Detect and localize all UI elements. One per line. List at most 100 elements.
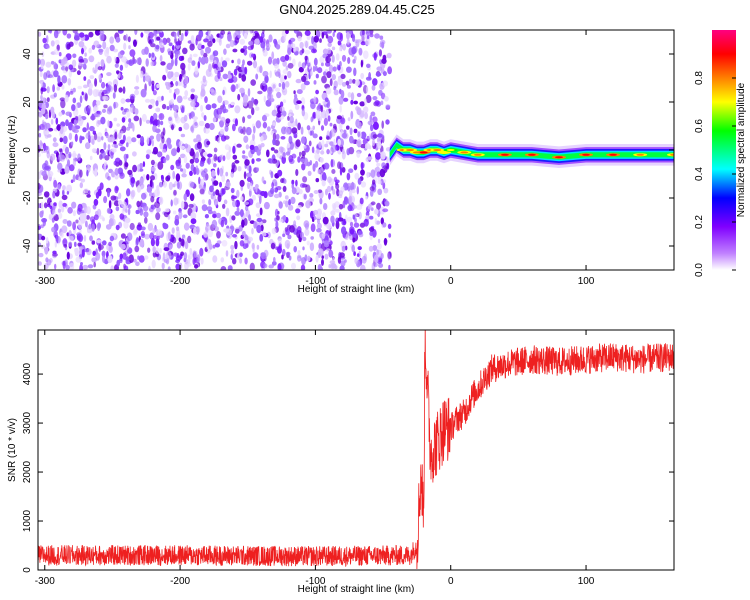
heatmap-noise-cell — [91, 223, 95, 232]
heatmap-noise-cell — [68, 151, 72, 159]
heatmap-noise-cell — [351, 46, 357, 55]
heatmap-noise-cell — [329, 263, 336, 270]
heatmap-noise-cell — [232, 123, 236, 132]
heatmap-noise-cell — [376, 202, 382, 210]
heatmap-noise-cell — [377, 141, 382, 150]
heatmap-noise-cell — [360, 59, 364, 68]
heatmap-noise-cell — [313, 57, 318, 66]
heatmap-noise-cell — [62, 56, 68, 64]
heatmap-noise-cell — [309, 130, 313, 136]
heatmap-noise-cell — [52, 205, 56, 211]
heatmap-noise-cell — [95, 100, 101, 106]
heatmap-noise-cell — [203, 38, 209, 43]
heatmap-noise-cell — [224, 218, 228, 226]
heatmap-noise-cell — [234, 159, 240, 164]
heatmap-noise-cell — [161, 148, 167, 153]
heatmap-noise-cell — [220, 135, 227, 142]
heatmap-noise-cell — [247, 100, 254, 109]
heatmap-noise-cell — [200, 50, 205, 56]
heatmap-noise-cell — [64, 166, 70, 174]
heatmap-noise-cell — [73, 119, 77, 126]
heatmap-noise-cell — [150, 43, 156, 48]
heatmap-noise-cell — [205, 46, 211, 54]
heatmap-noise-cell — [96, 239, 102, 244]
heatmap-noise-cell — [43, 202, 48, 209]
heatmap-noise-cell — [145, 75, 152, 82]
heatmap-noise-cell — [175, 41, 180, 46]
spectrogram-x-tick-label: 0 — [448, 276, 454, 287]
heatmap-noise-cell — [61, 75, 68, 84]
heatmap-noise-cell — [380, 253, 384, 260]
heatmap-noise-cell — [166, 62, 173, 70]
heatmap-noise-cell — [282, 99, 287, 104]
heatmap-noise-cell — [326, 185, 332, 193]
heatmap-noise-cell — [72, 53, 77, 59]
snr-y-tick-label: 1000 — [22, 509, 33, 532]
heatmap-noise-cell — [289, 225, 295, 233]
heatmap-noise-cell — [103, 95, 109, 101]
heatmap-noise-cell — [93, 261, 96, 268]
heatmap-noise-cell — [303, 80, 310, 86]
heatmap-noise-cell — [175, 80, 179, 87]
heatmap-noise-cell — [203, 128, 210, 134]
heatmap-noise-cell — [145, 58, 149, 67]
heatmap-noise-cell — [247, 60, 253, 66]
heatmap-noise-cell — [324, 97, 329, 102]
heatmap-noise-cell — [103, 142, 107, 151]
heatmap-noise-cell — [91, 257, 97, 263]
heatmap-noise-cell — [181, 107, 185, 113]
heatmap-noise-cell — [346, 125, 350, 130]
heatmap-noise-cell — [180, 238, 185, 247]
heatmap-noise-cell — [161, 95, 164, 101]
heatmap-noise-cell — [377, 238, 381, 244]
heatmap-noise-cell — [122, 86, 126, 94]
heatmap-noise-cell — [68, 132, 73, 141]
heatmap-noise-cell — [50, 118, 54, 125]
heatmap-noise-cell — [236, 143, 242, 148]
heatmap-noise-cell — [128, 118, 132, 123]
heatmap-noise-cell — [116, 259, 120, 267]
heatmap-noise-cell — [162, 74, 167, 81]
heatmap-noise-cell — [387, 66, 392, 75]
heatmap-noise-cell — [317, 189, 323, 194]
heatmap-noise-cell — [387, 251, 392, 260]
heatmap-noise-cell — [180, 251, 185, 257]
heatmap-noise-cell — [101, 136, 104, 141]
heatmap-noise-cell — [381, 41, 385, 49]
heatmap-noise-cell — [246, 172, 253, 178]
heatmap-noise-cell — [235, 83, 239, 89]
heatmap-noise-cell — [276, 159, 280, 166]
heatmap-noise-cell — [51, 217, 55, 223]
heatmap-noise-cell — [134, 86, 140, 90]
heatmap-noise-cell — [119, 139, 125, 144]
heatmap-noise-cell — [198, 176, 201, 185]
heatmap-noise-cell — [223, 199, 228, 205]
heatmap-noise-cell — [226, 151, 231, 160]
heatmap-noise-cell — [133, 228, 138, 234]
heatmap-noise-cell — [295, 208, 301, 214]
heatmap-noise-cell — [117, 30, 124, 34]
heatmap-noise-cell — [97, 244, 104, 251]
heatmap-noise-cell — [62, 202, 67, 207]
heatmap-noise-cell — [68, 64, 74, 70]
heatmap-noise-cell — [360, 131, 367, 140]
heatmap-noise-cell — [111, 171, 116, 178]
heatmap-noise-cell — [380, 134, 385, 140]
heatmap-noise-cell — [197, 61, 201, 69]
heatmap-noise-cell — [205, 68, 212, 77]
heatmap-noise-cell — [151, 80, 155, 86]
heatmap-noise-cell — [52, 142, 59, 148]
heatmap-noise-cell — [105, 85, 111, 94]
heatmap-noise-cell — [346, 32, 350, 40]
heatmap-noise-cell — [55, 117, 59, 125]
heatmap-noise-cell — [71, 201, 77, 209]
heatmap-noise-cell — [319, 166, 324, 175]
heatmap-noise-cell — [123, 220, 129, 229]
heatmap-noise-cell — [378, 89, 383, 96]
heatmap-noise-cell — [149, 98, 156, 104]
heatmap-noise-cell — [355, 79, 360, 87]
heatmap-noise-cell — [321, 139, 325, 147]
heatmap-noise-cell — [303, 40, 310, 48]
heatmap-signal-core — [446, 149, 455, 151]
heatmap-noise-cell — [385, 147, 391, 152]
